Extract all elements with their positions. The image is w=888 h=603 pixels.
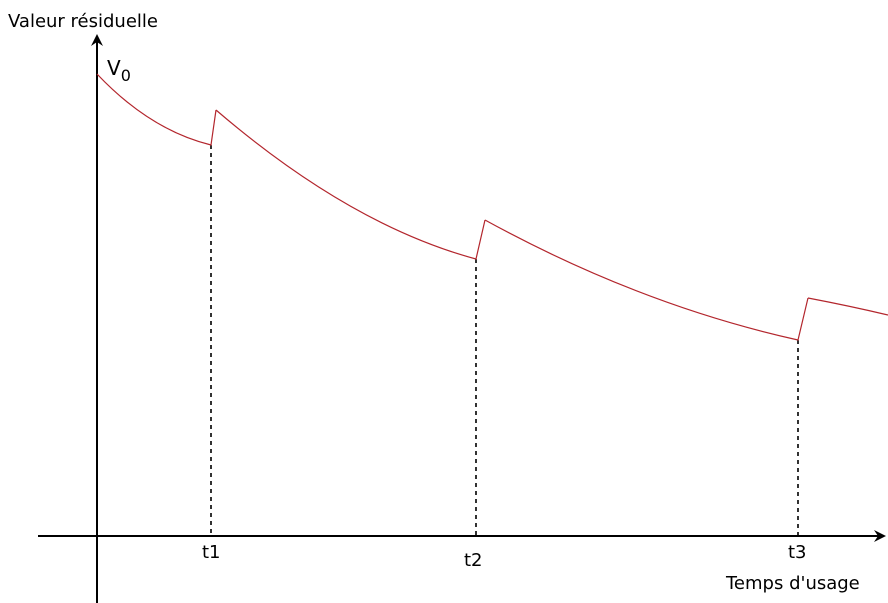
- curve-segment-2: [215, 109, 486, 260]
- x-axis-label: Temps d'usage: [725, 573, 860, 594]
- tick-label-t3: t3: [788, 542, 807, 563]
- curve-segment-3: [484, 219, 809, 341]
- v0-main: V: [107, 56, 121, 80]
- v0-label: V0: [107, 56, 131, 85]
- tick-label-t2: t2: [464, 550, 483, 571]
- v0-subscript: 0: [121, 66, 131, 85]
- y-axis-label: Valeur résiduelle: [8, 11, 158, 32]
- curve-segment-4: [807, 297, 888, 316]
- tick-label-t1: t1: [202, 542, 221, 563]
- curve-segment-1: [96, 73, 217, 146]
